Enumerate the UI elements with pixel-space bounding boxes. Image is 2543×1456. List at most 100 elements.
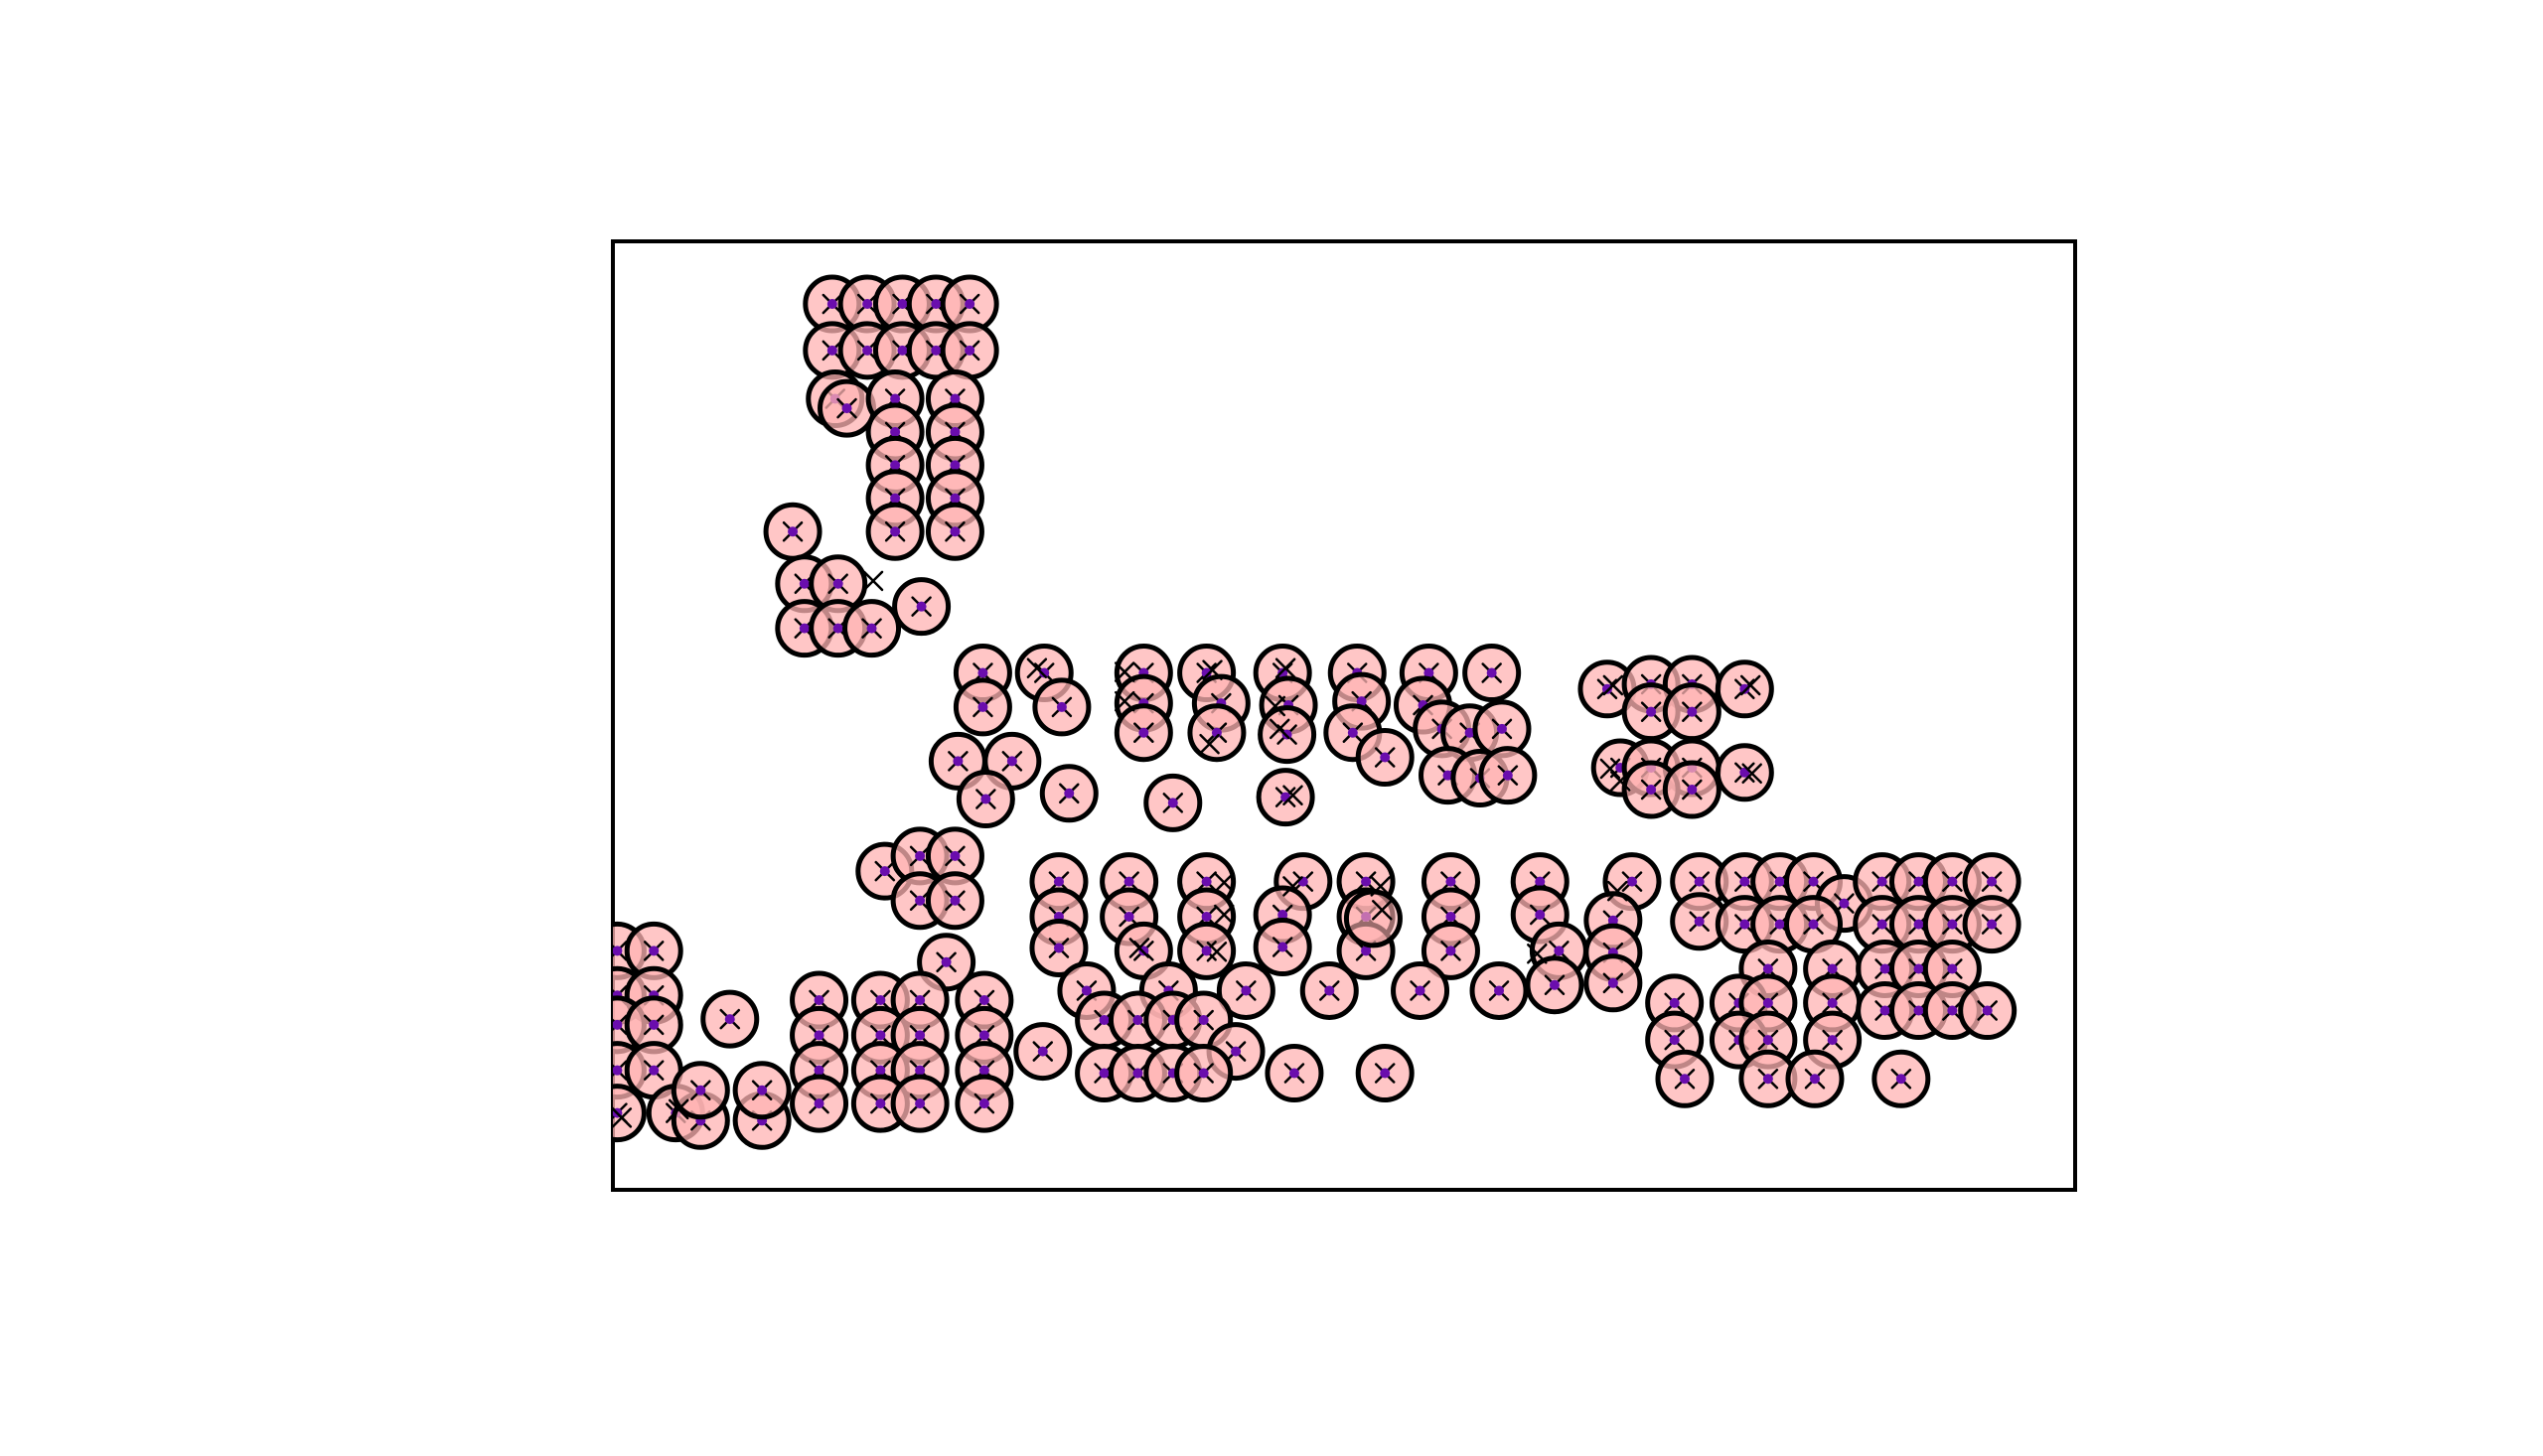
point-center <box>1839 898 1850 909</box>
extra-cross <box>1370 876 1392 897</box>
chart-marks <box>613 274 2021 1150</box>
data-point <box>700 989 760 1049</box>
point-center <box>826 345 837 356</box>
extra-cross <box>1372 900 1393 921</box>
point-center <box>1879 1005 1890 1016</box>
point-center <box>915 850 926 861</box>
data-point <box>1655 1049 1715 1108</box>
data-point <box>1583 953 1643 1013</box>
extra-cross <box>1114 690 1135 712</box>
data-point <box>1187 703 1247 763</box>
point-center <box>1982 1005 1993 1016</box>
point-center <box>695 1085 706 1095</box>
point-center <box>941 956 952 967</box>
point-center <box>1947 876 1958 887</box>
point-center <box>875 1065 886 1076</box>
point-center <box>978 1065 989 1076</box>
data-point <box>1174 1044 1234 1103</box>
point-center <box>1361 946 1372 956</box>
data-point <box>842 599 902 658</box>
extra-cross <box>1282 785 1303 805</box>
point-center <box>915 1065 926 1076</box>
point-center <box>1201 667 1212 678</box>
data-point <box>925 871 984 931</box>
point-center <box>897 345 908 356</box>
point-center <box>866 623 877 634</box>
point-center <box>1053 943 1064 953</box>
point-center <box>875 1030 886 1041</box>
point-center <box>1549 979 1560 990</box>
data-point <box>1013 1022 1073 1082</box>
data-point <box>953 677 1012 737</box>
point-center <box>1739 876 1750 887</box>
data-point <box>1785 1049 1845 1108</box>
point-center <box>1762 963 1773 974</box>
point-center <box>814 1030 824 1041</box>
point-center <box>977 701 988 712</box>
point-center <box>1646 706 1657 717</box>
point-center <box>1774 876 1785 887</box>
point-center <box>1167 798 1178 808</box>
point-center <box>788 526 799 537</box>
point-center <box>1198 1068 1209 1079</box>
data-point <box>865 502 925 561</box>
data-point <box>1662 760 1721 819</box>
extra-cross <box>1202 659 1223 680</box>
point-center <box>977 667 988 678</box>
point-center <box>814 1065 824 1076</box>
data-point <box>1256 768 1315 827</box>
extra-cross <box>1265 695 1286 717</box>
point-center <box>1277 910 1288 921</box>
point-center <box>978 1098 989 1109</box>
extra-cross <box>1026 657 1048 678</box>
point-center <box>1827 997 1838 1008</box>
point-center <box>649 946 660 956</box>
data-point <box>1662 682 1721 742</box>
point-center <box>915 1098 926 1109</box>
point-center <box>1808 919 1819 930</box>
point-center <box>1201 876 1212 887</box>
point-center <box>814 1098 824 1109</box>
point-center <box>1132 1015 1143 1026</box>
point-center <box>1356 696 1367 707</box>
point-center <box>1123 911 1134 922</box>
point-center <box>832 578 843 589</box>
point-center <box>1947 963 1958 974</box>
point-center <box>1037 1046 1048 1057</box>
point-center <box>1442 770 1453 781</box>
point-center <box>832 623 843 634</box>
data-point <box>955 1074 1014 1133</box>
data-point <box>956 770 1015 829</box>
point-center <box>950 493 961 504</box>
point-center <box>613 1065 623 1076</box>
point-center <box>1039 667 1050 678</box>
point-center <box>1687 784 1698 795</box>
point-center <box>799 578 810 589</box>
point-center <box>1053 876 1064 887</box>
point-center <box>931 345 942 356</box>
point-center <box>965 345 975 356</box>
point-center <box>1762 1074 1773 1085</box>
point-center <box>1913 876 1924 887</box>
data-point <box>732 1061 792 1120</box>
point-center <box>1347 727 1358 738</box>
point-center <box>1739 919 1750 930</box>
data-point <box>1958 981 2018 1041</box>
point-center <box>1324 985 1335 996</box>
point-center <box>1496 723 1507 734</box>
point-center <box>1646 784 1657 795</box>
point-center <box>1601 683 1612 694</box>
data-point <box>1355 1044 1415 1103</box>
data-point <box>1421 921 1480 980</box>
point-center <box>1626 876 1637 887</box>
point-center <box>875 995 886 1005</box>
point-center <box>841 403 852 414</box>
point-center <box>1947 919 1958 930</box>
point-center <box>1288 1068 1299 1079</box>
point-center <box>757 1085 768 1095</box>
point-center <box>1138 727 1149 738</box>
point-center <box>1879 963 1890 974</box>
extra-cross <box>1214 904 1235 926</box>
